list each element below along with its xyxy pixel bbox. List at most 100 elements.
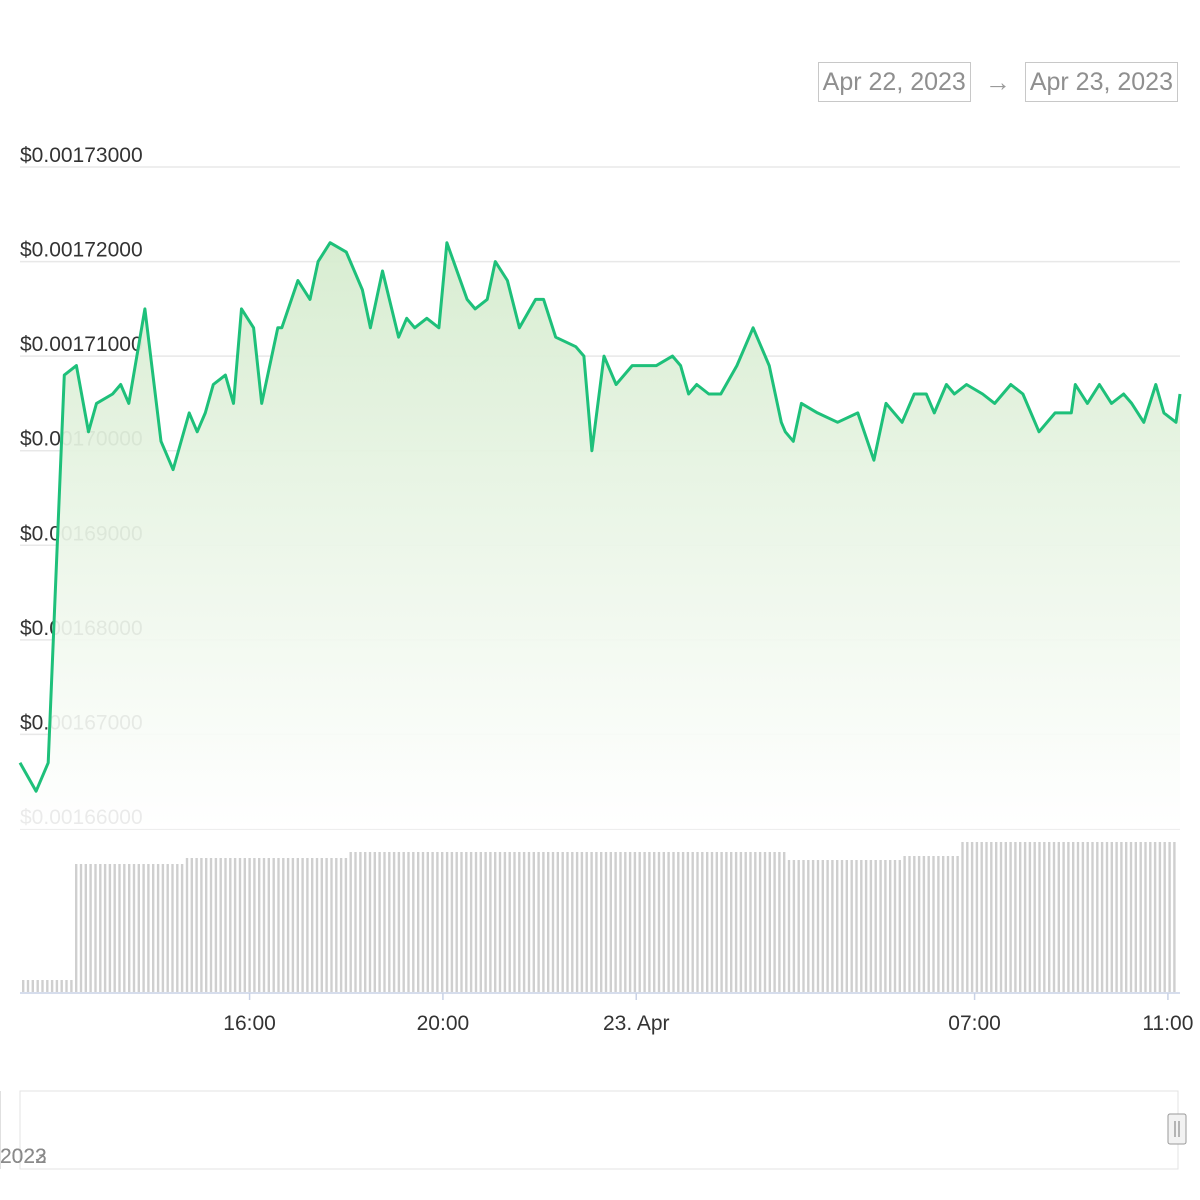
volume-bar xyxy=(864,860,868,992)
volume-bar xyxy=(190,858,193,992)
volume-bar xyxy=(113,864,116,992)
volume-bar xyxy=(1173,842,1176,992)
date-range-selector: Apr 22, 2023 → Apr 23, 2023 xyxy=(817,62,1178,102)
volume-bar xyxy=(205,858,208,992)
volume-bar xyxy=(850,860,853,992)
volume-bar xyxy=(1115,842,1118,992)
volume-bar xyxy=(383,852,386,992)
volume-bar xyxy=(739,852,743,992)
volume-bar xyxy=(50,980,54,992)
volume-bar xyxy=(479,852,482,992)
volume-bar xyxy=(874,860,877,992)
volume-bar xyxy=(1120,842,1123,992)
volume-bar xyxy=(219,858,222,992)
volume-bar xyxy=(537,852,540,992)
volume-bar xyxy=(1014,842,1017,992)
volume-bar xyxy=(214,858,218,992)
volume-bar xyxy=(70,980,73,992)
volume-bar xyxy=(951,856,954,992)
volume-bar xyxy=(734,852,738,992)
volume-bar xyxy=(1076,842,1080,992)
volume-bar xyxy=(1100,842,1104,992)
volume-bar xyxy=(1028,842,1032,992)
volume-bar xyxy=(879,860,882,992)
volume-bar xyxy=(990,842,993,992)
volume-bar xyxy=(344,858,348,992)
volume-bar xyxy=(1062,842,1065,992)
volume-bar xyxy=(373,852,376,992)
volume-bar xyxy=(489,852,492,992)
volume-bar xyxy=(1158,842,1162,992)
volume-bar xyxy=(1019,842,1022,992)
volume-bar xyxy=(773,852,776,992)
volume-bar xyxy=(46,980,49,992)
volume-bar xyxy=(653,852,656,992)
volume-bar xyxy=(503,852,507,992)
volume-bar xyxy=(532,852,535,992)
volume-bar xyxy=(402,852,405,992)
y-tick-label: $0.00171000 xyxy=(20,333,143,356)
navigator-handle-icon[interactable] xyxy=(1167,1113,1187,1145)
range-from-input[interactable]: Apr 22, 2023 xyxy=(817,62,971,102)
volume-bar xyxy=(1168,842,1171,992)
range-arrow-icon: → xyxy=(984,66,1011,97)
volume-bar xyxy=(1125,842,1128,992)
volume-bar xyxy=(961,842,964,992)
volume-bar xyxy=(335,858,338,992)
volume-bar xyxy=(744,852,747,992)
volume-bar xyxy=(229,858,232,992)
volume-bar xyxy=(749,852,752,992)
volume-bar xyxy=(1043,842,1046,992)
volume-bar xyxy=(354,852,357,992)
volume-bar xyxy=(787,860,791,992)
volume-bar xyxy=(884,860,887,992)
volume-bar xyxy=(527,852,531,992)
volume-bar xyxy=(551,852,555,992)
volume-bar xyxy=(397,852,401,992)
volume-bar xyxy=(286,858,290,992)
volume-bar xyxy=(282,858,285,992)
x-tick-label: 23. Apr xyxy=(603,1012,670,1035)
volume-bar xyxy=(595,852,598,992)
volume-bar xyxy=(638,852,641,992)
volume-bar xyxy=(691,852,694,992)
volume-bar xyxy=(590,852,593,992)
navigator-tick-label: 2023 xyxy=(0,1145,47,1168)
volume-bar xyxy=(840,860,844,992)
volume-bar xyxy=(643,852,646,992)
volume-bar xyxy=(677,852,680,992)
volume-bar xyxy=(1023,842,1027,992)
volume-bar xyxy=(1048,842,1051,992)
volume-bar xyxy=(494,852,497,992)
volume-bars xyxy=(20,842,1180,994)
volume-bar xyxy=(89,864,92,992)
volume-bar xyxy=(811,860,815,992)
volume-bar xyxy=(792,860,796,992)
volume-bar xyxy=(200,858,203,992)
volume-bar xyxy=(465,852,468,992)
volume-bar xyxy=(681,852,685,992)
volume-bar xyxy=(392,852,396,992)
volume-bar xyxy=(132,864,136,992)
volume-bar xyxy=(624,852,627,992)
volume-bar xyxy=(672,852,675,992)
volume-bar xyxy=(547,852,550,992)
volume-bar xyxy=(450,852,454,992)
volume-bar xyxy=(484,852,487,992)
volume-bar xyxy=(1033,842,1036,992)
volume-bar xyxy=(224,858,227,992)
volume-bar xyxy=(65,980,68,992)
volume-bar xyxy=(209,858,213,992)
volume-bar xyxy=(556,852,559,992)
volume-bar xyxy=(315,858,319,992)
price-line xyxy=(18,241,1182,793)
volume-bar xyxy=(22,980,25,992)
volume-bar xyxy=(966,842,969,992)
volume-bar xyxy=(94,864,97,992)
volume-bar xyxy=(1057,842,1060,992)
range-to-input[interactable]: Apr 23, 2023 xyxy=(1024,62,1178,102)
volume-bar xyxy=(985,842,988,992)
x-tick-label: 07:00 xyxy=(948,1012,1001,1035)
